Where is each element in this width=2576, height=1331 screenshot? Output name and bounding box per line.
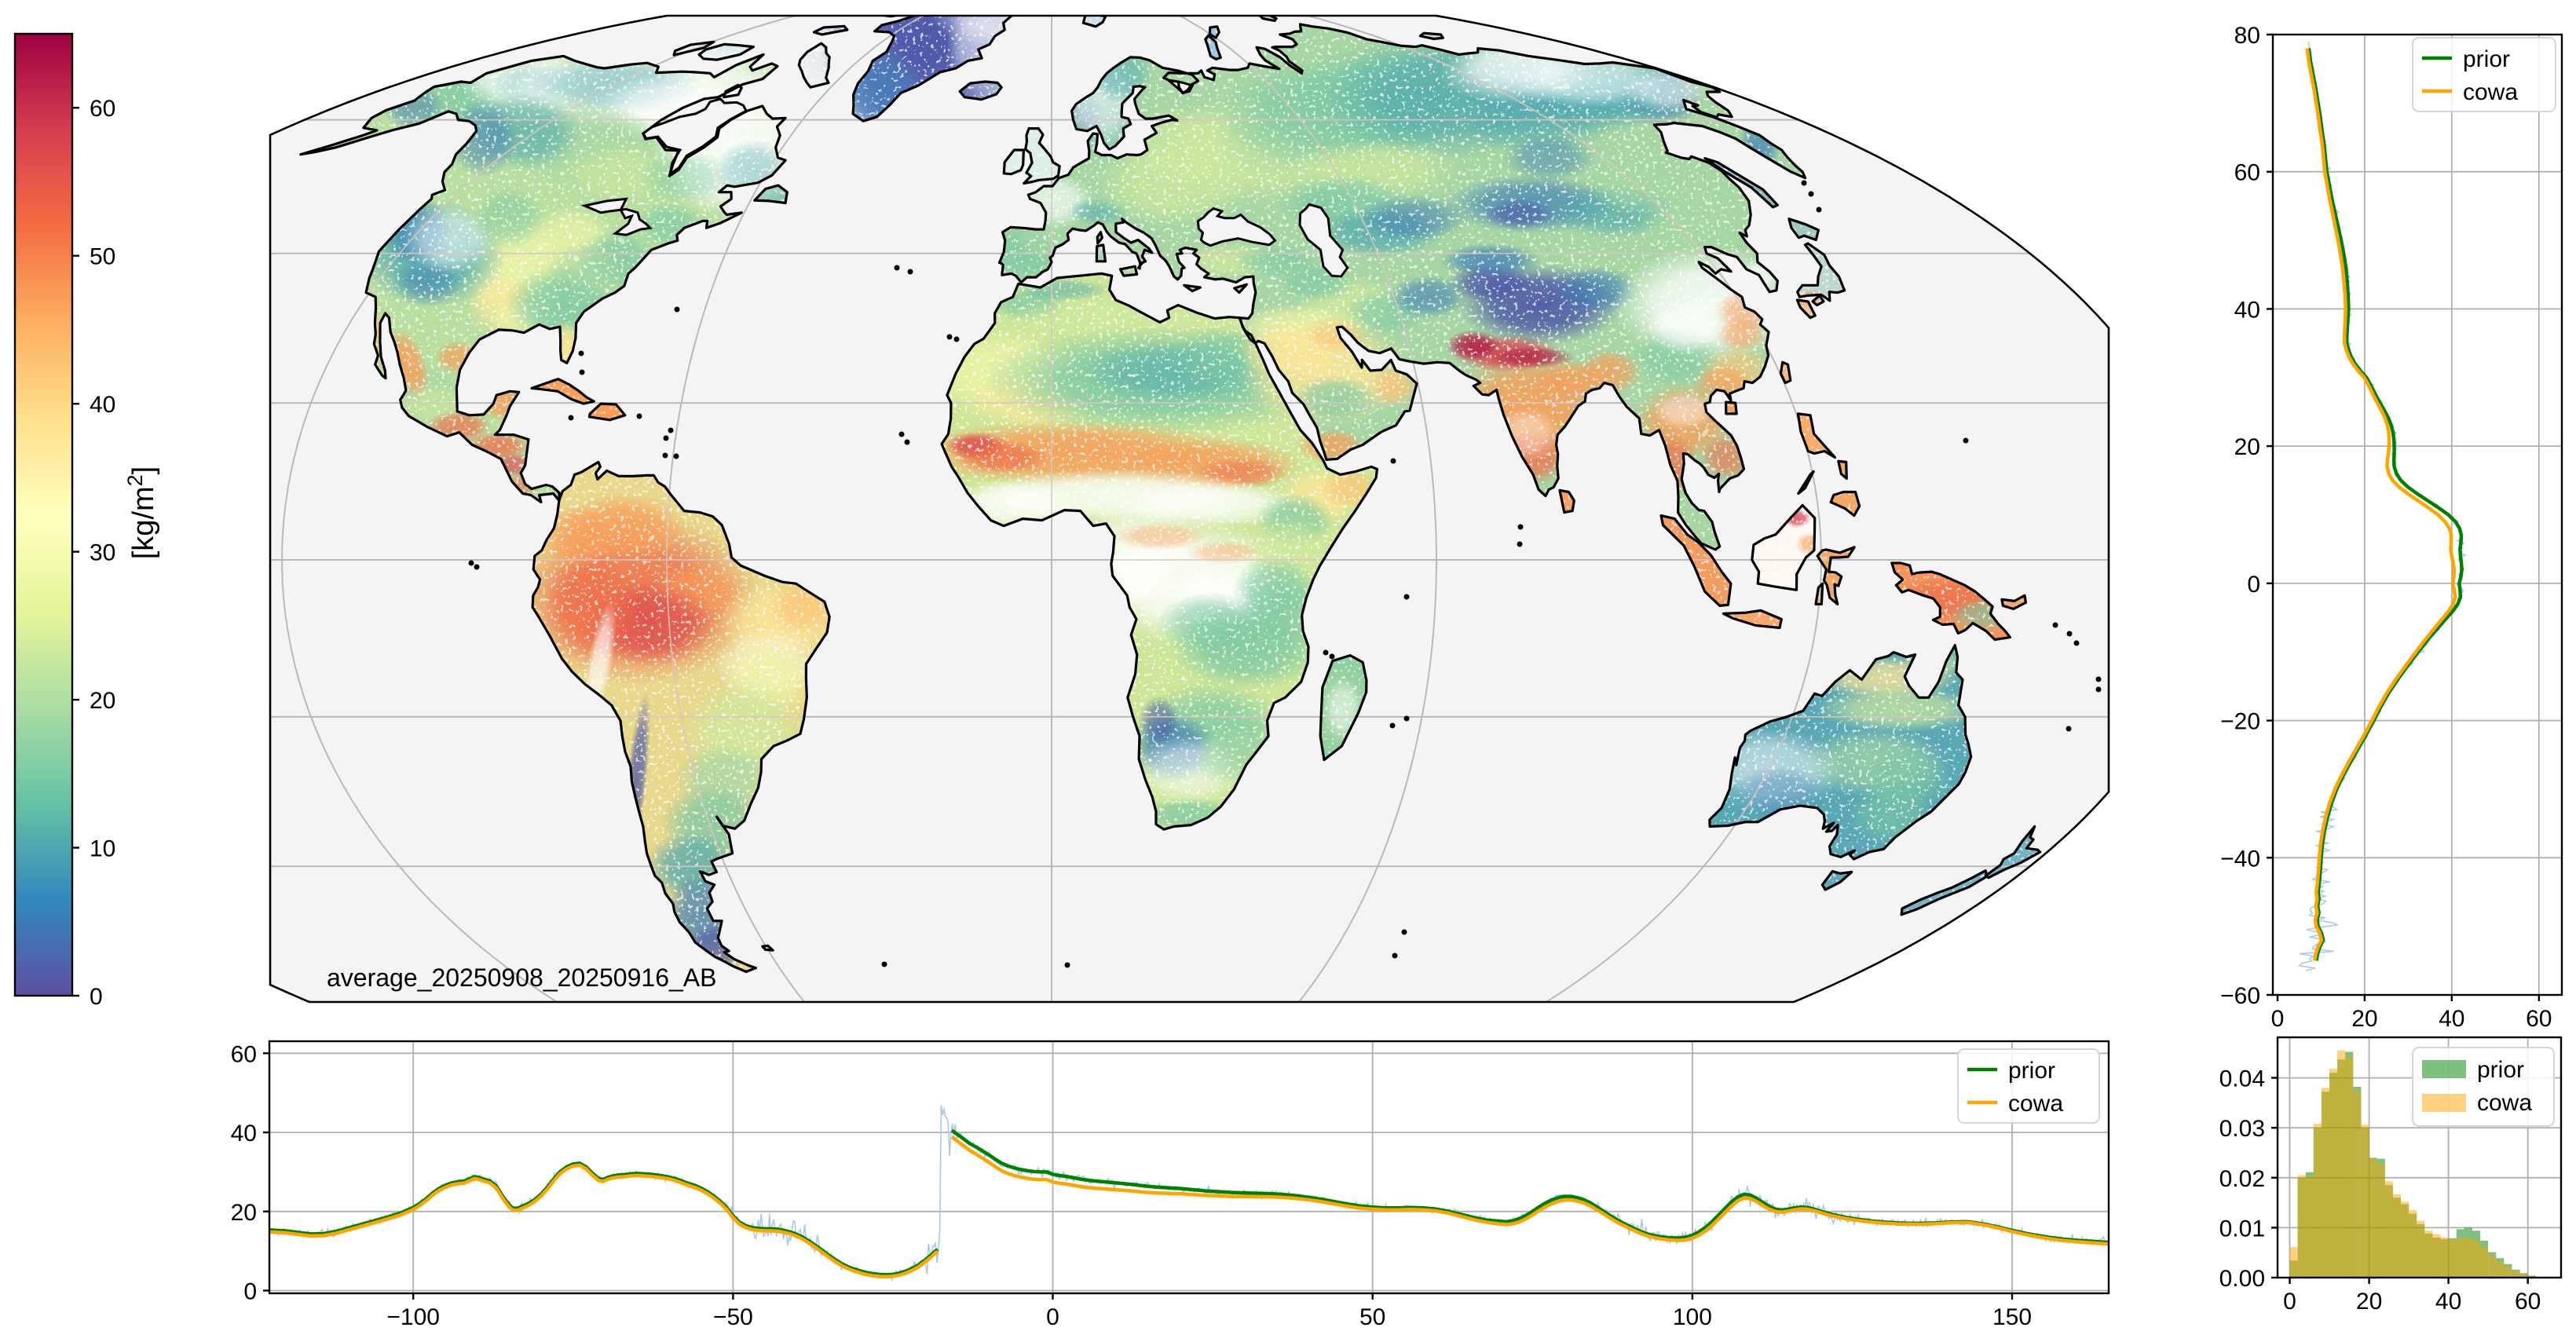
svg-text:40: 40 xyxy=(2439,1006,2464,1032)
svg-text:−60: −60 xyxy=(2220,983,2260,1009)
svg-text:50: 50 xyxy=(90,244,115,270)
svg-text:150: 150 xyxy=(1992,1304,2032,1330)
svg-text:0: 0 xyxy=(1046,1304,1059,1330)
svg-text:0: 0 xyxy=(243,1279,257,1305)
svg-text:0.04: 0.04 xyxy=(2219,1066,2265,1092)
svg-text:0.02: 0.02 xyxy=(2219,1166,2265,1192)
svg-text:30: 30 xyxy=(90,540,115,566)
svg-text:20: 20 xyxy=(90,688,115,714)
svg-text:40: 40 xyxy=(2234,297,2260,323)
svg-text:20: 20 xyxy=(2234,434,2260,460)
svg-text:0.03: 0.03 xyxy=(2219,1116,2265,1142)
svg-text:60: 60 xyxy=(231,1041,257,1067)
svg-text:average_20250908_20250916_AB: average_20250908_20250916_AB xyxy=(327,964,716,992)
svg-text:80: 80 xyxy=(2234,23,2260,49)
svg-text:−100: −100 xyxy=(386,1304,440,1330)
svg-text:0: 0 xyxy=(2271,1006,2285,1032)
svg-text:0.01: 0.01 xyxy=(2219,1216,2265,1241)
svg-text:cowa: cowa xyxy=(2008,1091,2063,1117)
svg-text:20: 20 xyxy=(231,1200,257,1226)
svg-text:20: 20 xyxy=(2351,1006,2377,1032)
svg-text:60: 60 xyxy=(2526,1006,2552,1032)
svg-text:10: 10 xyxy=(90,836,115,862)
svg-text:60: 60 xyxy=(2234,160,2260,186)
svg-text:50: 50 xyxy=(1359,1304,1385,1330)
svg-text:cowa: cowa xyxy=(2477,1090,2532,1116)
svg-text:40: 40 xyxy=(231,1121,257,1146)
svg-text:prior: prior xyxy=(2463,46,2510,72)
svg-text:0: 0 xyxy=(2283,1289,2296,1315)
svg-text:−20: −20 xyxy=(2220,709,2260,735)
svg-text:0: 0 xyxy=(90,984,103,1010)
svg-text:0.00: 0.00 xyxy=(2219,1266,2265,1292)
svg-text:−40: −40 xyxy=(2220,846,2260,872)
svg-text:60: 60 xyxy=(2515,1289,2541,1315)
svg-text:prior: prior xyxy=(2008,1058,2055,1084)
svg-text:60: 60 xyxy=(90,96,115,122)
svg-text:−50: −50 xyxy=(713,1304,753,1330)
svg-text:100: 100 xyxy=(1673,1304,1712,1330)
svg-text:0: 0 xyxy=(2247,572,2260,598)
svg-text:40: 40 xyxy=(2435,1289,2461,1315)
svg-text:cowa: cowa xyxy=(2463,79,2518,105)
svg-text:prior: prior xyxy=(2477,1057,2524,1083)
svg-text:40: 40 xyxy=(90,392,115,418)
svg-text:20: 20 xyxy=(2356,1289,2382,1315)
